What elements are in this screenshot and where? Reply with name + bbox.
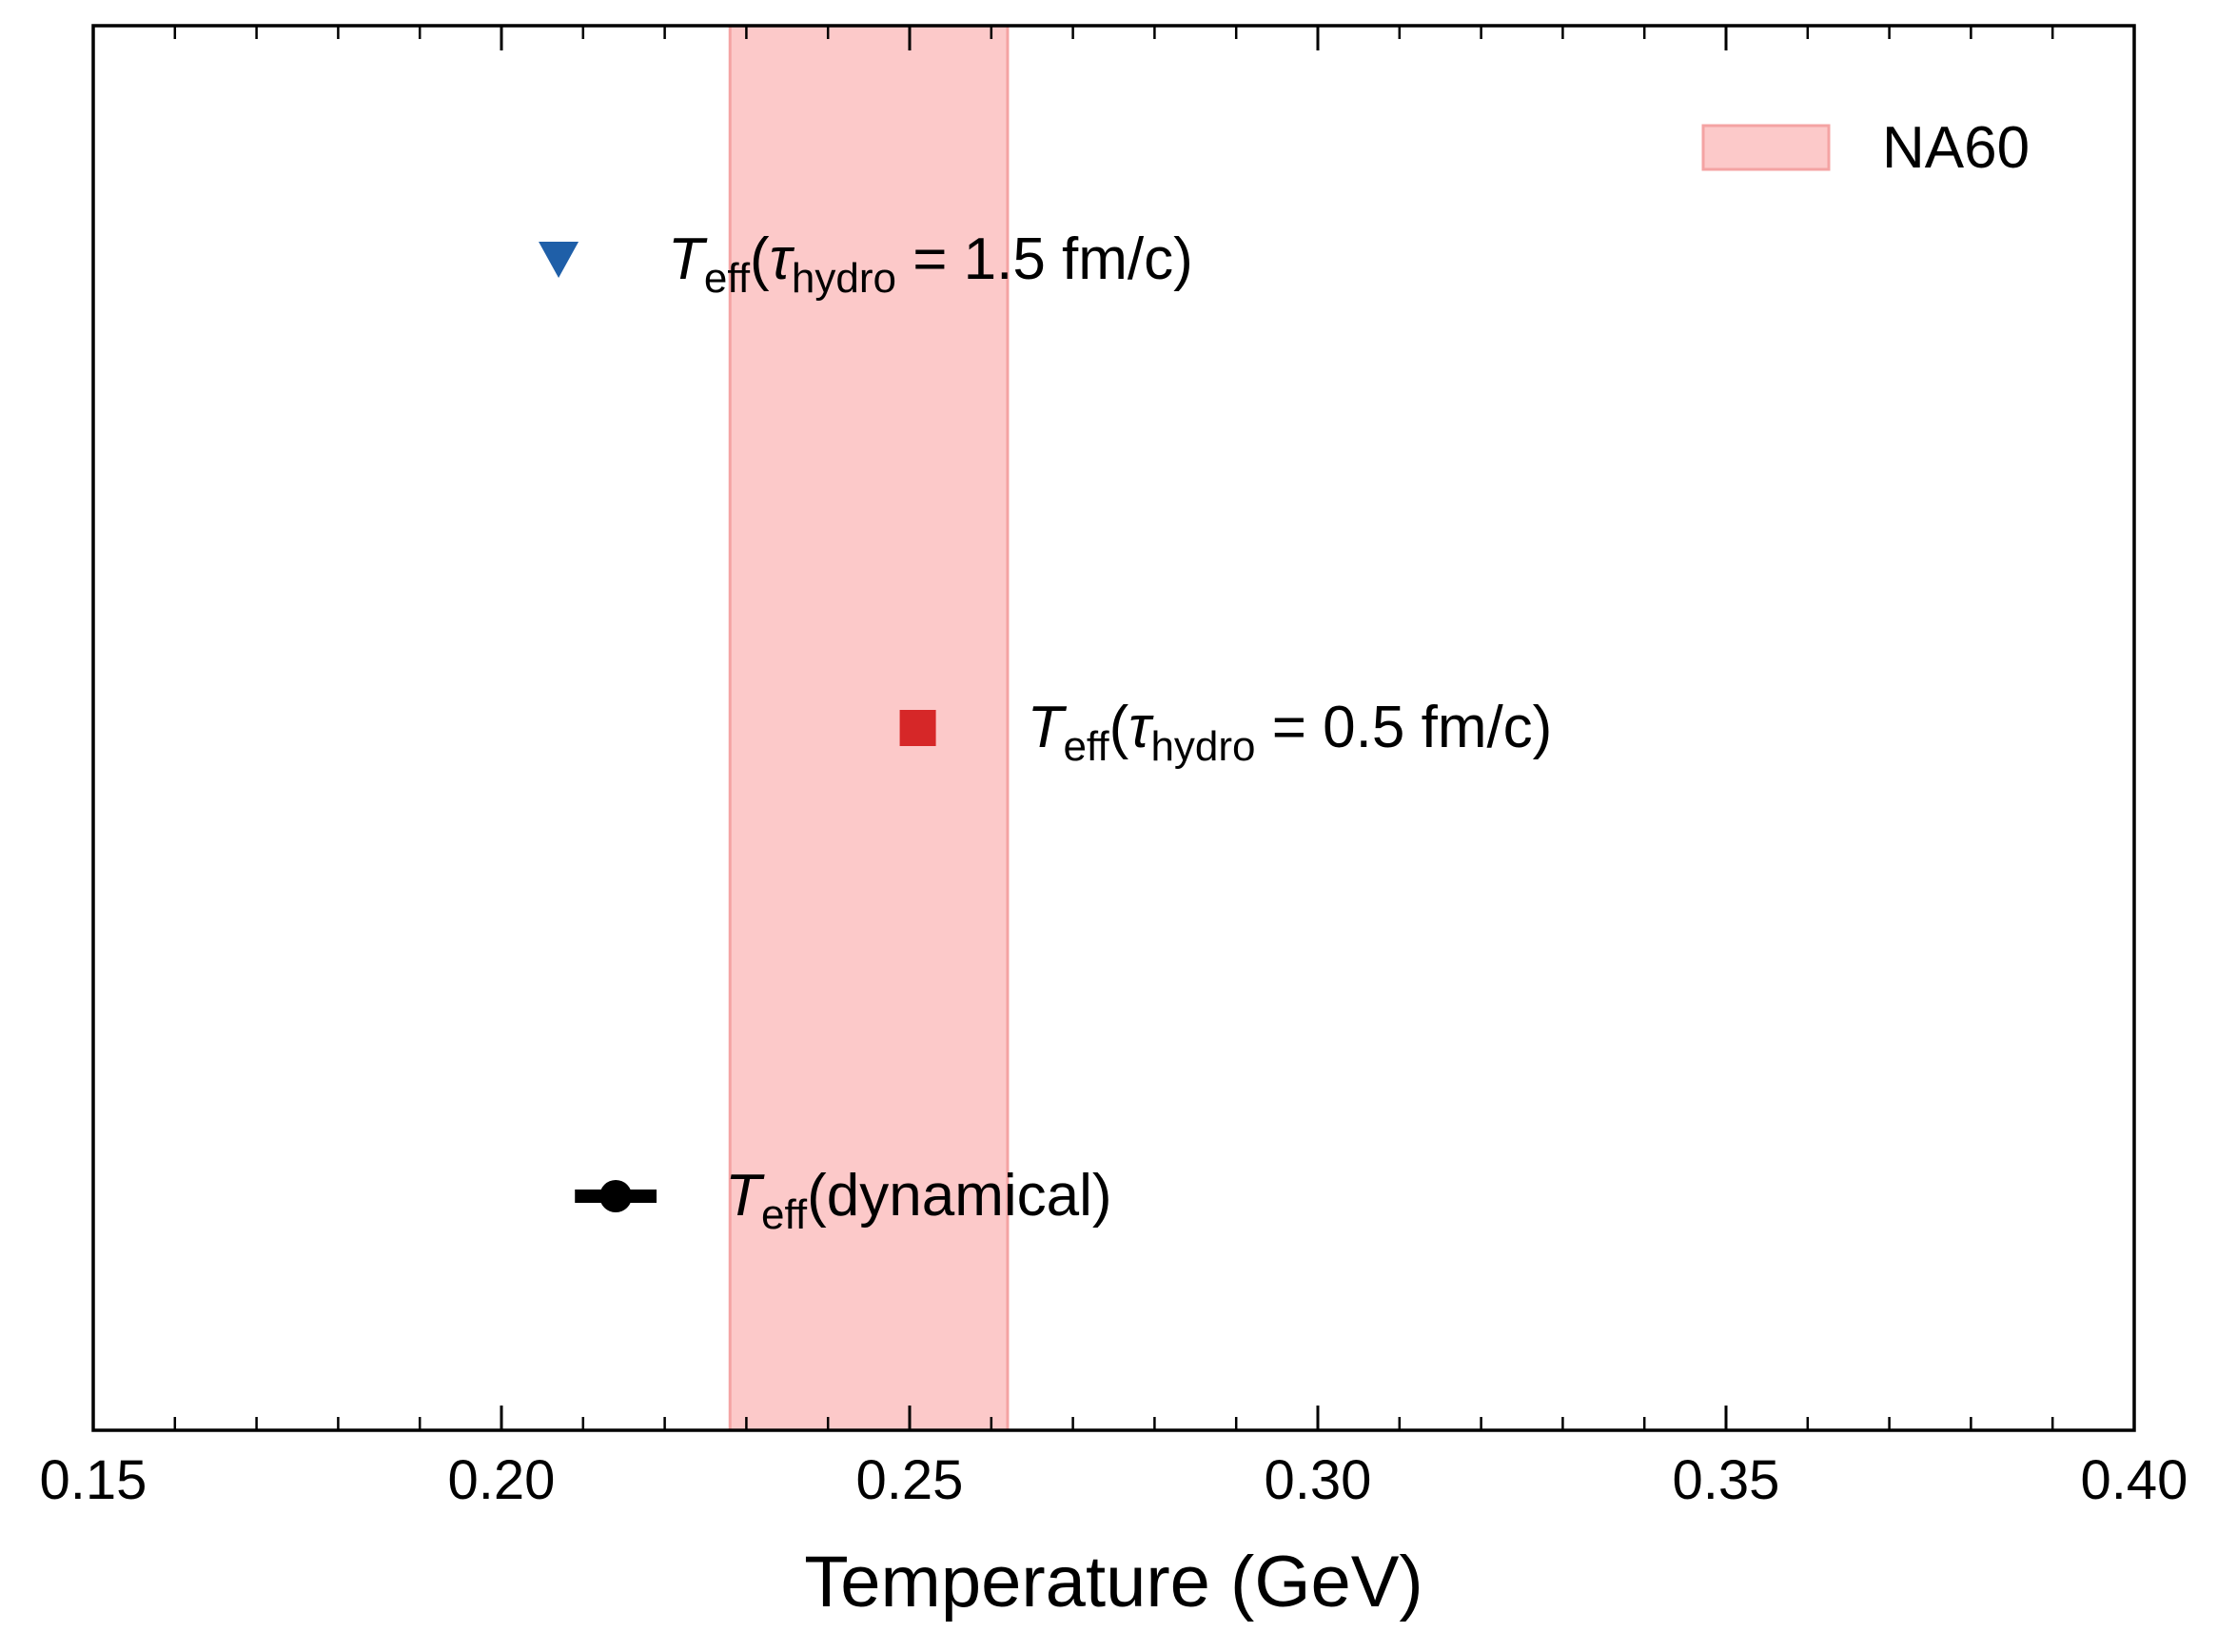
annotation-tau-subscript: hydro — [792, 255, 896, 302]
marker-tau-1.5 — [539, 242, 579, 278]
annotation-dynamical: Teff(dynamical) — [725, 1163, 1111, 1238]
marker-dynamical — [599, 1180, 633, 1212]
plot-frame — [91, 24, 2136, 1432]
x-tick-label: 0.40 — [2081, 1449, 2188, 1511]
na60-band — [728, 24, 1010, 1432]
legend-swatch-na60 — [1701, 124, 1831, 171]
annotation-paren: ( — [1109, 695, 1129, 760]
annotation-tau: τ — [770, 226, 795, 292]
annotation-paren: ( — [750, 226, 770, 292]
annotation-symbol: T — [725, 1163, 765, 1229]
x-tick-label: 0.30 — [1265, 1449, 1372, 1511]
annotation-symbol: T — [1028, 695, 1068, 760]
annotation-subscript: eff — [761, 1191, 808, 1238]
x-axis-ticks — [91, 26, 2136, 1430]
point-annotations: Teff(dynamical)Teff(τhydro = 0.5 fm/c)Te… — [668, 226, 1552, 1238]
x-axis-title: Temperature (GeV) — [804, 1542, 1422, 1622]
marker-tau-0.5 — [899, 710, 936, 746]
x-tick-label: 0.20 — [448, 1449, 556, 1511]
x-axis-tick-labels: 0.15 0.20 0.25 0.30 0.35 0.40 — [40, 1449, 2188, 1511]
annotation-tau-subscript: hydro — [1150, 723, 1255, 770]
annotation-tau: τ — [1128, 695, 1154, 760]
annotation-subscript: eff — [704, 255, 751, 302]
x-tick-label: 0.25 — [856, 1449, 964, 1511]
annotation-symbol: T — [668, 226, 708, 292]
x-tick-label: 0.15 — [40, 1449, 147, 1511]
annotation-text: = 0.5 fm/c) — [1256, 695, 1553, 760]
annotation-subscript: eff — [1063, 723, 1109, 770]
annotation-text: (dynamical) — [807, 1163, 1111, 1229]
legend-label-na60: NA60 — [1882, 115, 2030, 181]
data-points — [539, 242, 936, 1212]
x-tick-label: 0.35 — [1673, 1449, 1780, 1511]
legend: NA60 — [1701, 115, 2030, 181]
annotation-tau-1.5: Teff(τhydro = 1.5 fm/c) — [668, 226, 1193, 302]
annotation-tau-0.5: Teff(τhydro = 0.5 fm/c) — [1028, 695, 1553, 770]
annotation-text: = 1.5 fm/c) — [896, 226, 1193, 292]
